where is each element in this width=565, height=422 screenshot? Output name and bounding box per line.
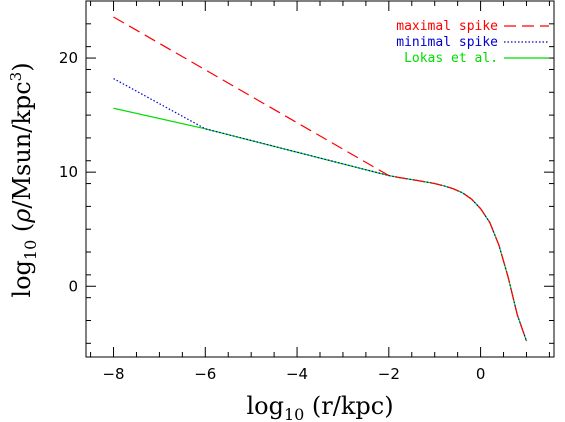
legend-label: maximal spike bbox=[396, 19, 498, 34]
x-tick-label: −4 bbox=[286, 365, 308, 383]
series-line bbox=[113, 16, 528, 342]
series-line bbox=[113, 78, 528, 342]
y-tick-label: 0 bbox=[68, 277, 78, 295]
x-tick-label: −2 bbox=[378, 365, 400, 383]
legend-label: Lokas et al. bbox=[404, 51, 498, 66]
x-tick-label: −6 bbox=[194, 365, 216, 383]
y-axis-label: log10 (ρ/Msun/kpc3) bbox=[7, 62, 40, 297]
series-layer bbox=[113, 16, 528, 342]
x-tick-label: −8 bbox=[102, 365, 124, 383]
y-tick-label: 10 bbox=[59, 163, 78, 181]
legend-label: minimal spike bbox=[396, 35, 498, 50]
x-axis-label: log10 (r/kpc) bbox=[246, 392, 393, 422]
series-line bbox=[113, 107, 528, 342]
y-tick-label: 20 bbox=[59, 49, 78, 67]
x-tick-label: 0 bbox=[476, 365, 486, 383]
axes: −8 −6 −4 −2 0 0 10 20 bbox=[59, 1, 554, 383]
